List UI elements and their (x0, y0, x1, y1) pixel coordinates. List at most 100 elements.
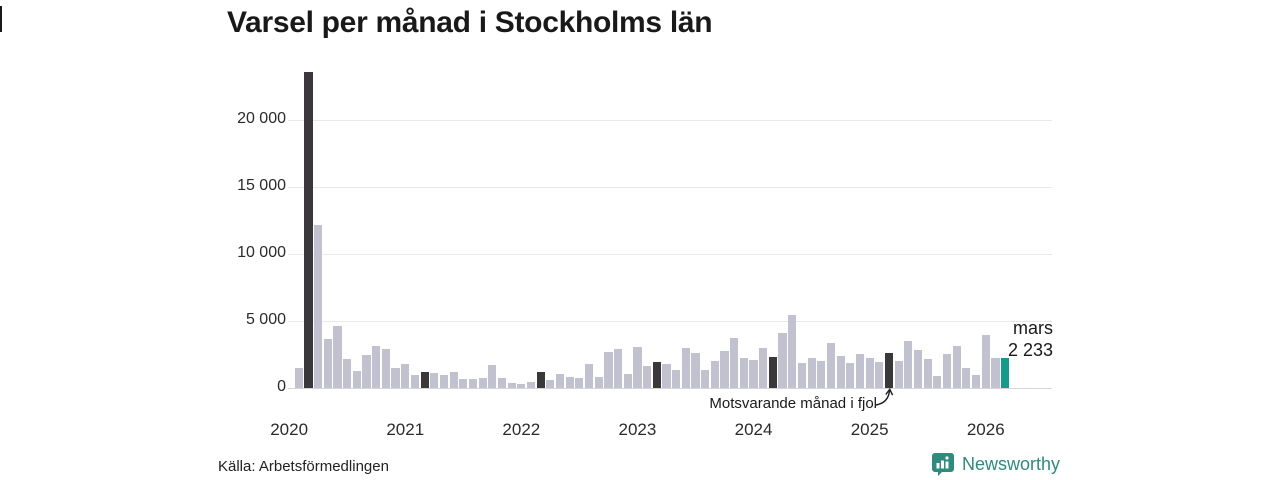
bar-month (604, 351, 613, 389)
gridline (288, 321, 1052, 323)
bar-month (855, 353, 865, 389)
bar-month (546, 379, 555, 389)
bar-month (614, 348, 623, 389)
gridline (288, 187, 1052, 189)
bar-month-march-highlight (884, 353, 894, 389)
bar-month (681, 348, 690, 389)
chart-title: Varsel per månad i Stockholms län (227, 6, 713, 39)
bar-month (323, 338, 332, 389)
bar-month (343, 359, 352, 389)
bar-month (894, 361, 903, 389)
bar-month (962, 367, 971, 389)
newsworthy-logo-icon (931, 453, 954, 476)
bar-month (459, 379, 468, 389)
x-axis-year-label: 2020 (270, 420, 309, 439)
source-note: Källa: Arbetsförmedlingen (218, 458, 389, 475)
bar-month (875, 362, 884, 389)
bar-month (788, 315, 797, 389)
bar-month (594, 376, 603, 389)
brand-footer: Newsworthy (931, 452, 1060, 476)
y-axis-tick-label: 0 (277, 378, 286, 396)
bar-month (662, 364, 671, 389)
bar-month (401, 364, 410, 389)
bar-month-march-highlight (420, 371, 429, 389)
bar-month (778, 333, 787, 389)
bar-month (846, 362, 855, 389)
gridline (288, 254, 1052, 256)
bar-month (352, 370, 361, 389)
bar-month (410, 374, 419, 389)
screen-edge-mark (0, 6, 2, 32)
bar-month (294, 368, 303, 389)
x-axis-year-label: 2023 (618, 420, 657, 439)
bar-month (391, 368, 400, 389)
bar-month (836, 356, 845, 389)
bar-month (942, 354, 952, 389)
y-axis-tick-label: 20 000 (237, 110, 286, 127)
latest-value-label: mars 2 233 (969, 317, 1053, 361)
bar-month (555, 374, 565, 389)
bar-month (314, 224, 323, 389)
bar-month (710, 361, 719, 389)
bar-month (488, 364, 497, 389)
bar-month (826, 343, 836, 389)
bar-latest-month (1001, 358, 1010, 389)
bar-month (497, 378, 507, 389)
x-axis-year-label: 2026 (966, 420, 1005, 439)
gridline (288, 120, 1052, 121)
bar-month (449, 372, 458, 389)
bar-month (468, 378, 478, 389)
bar-month-march-highlight (652, 361, 661, 389)
bar-month (749, 360, 758, 389)
bar-month (933, 376, 942, 389)
bar-month (672, 369, 681, 389)
bar-month (807, 358, 816, 389)
bar-month (575, 378, 584, 389)
bar-month (643, 365, 652, 389)
bar-month (691, 352, 700, 389)
x-axis-year-label: 2024 (734, 420, 773, 439)
y-axis-tick-label: 15 000 (237, 177, 286, 195)
bar-month-march-highlight (768, 356, 777, 389)
bar-month (623, 374, 632, 389)
bar-month (971, 375, 981, 389)
bar-month (478, 377, 487, 389)
bar-month (817, 360, 826, 389)
bar-month (952, 345, 961, 389)
bar-month (865, 358, 874, 389)
bar-month (430, 372, 439, 389)
bar-month (739, 358, 748, 389)
bar-month (381, 349, 390, 389)
bar-month (633, 346, 642, 389)
bar-month (333, 325, 342, 389)
latest-month: mars (1013, 318, 1053, 338)
bar-month (362, 354, 371, 389)
bar-month (565, 376, 574, 389)
bar-month (904, 340, 913, 389)
bar-month (507, 383, 516, 389)
x-axis-baseline (288, 388, 1052, 390)
bar-month (730, 337, 739, 389)
annotation-text: Motsvarande månad i fjol (709, 395, 877, 412)
bar-month (981, 335, 990, 389)
bar-month (991, 358, 1000, 389)
x-axis-year-label: 2025 (850, 420, 889, 439)
bar-month (797, 363, 806, 389)
bar-month (759, 348, 768, 389)
y-axis-tick-label: 10 000 (237, 244, 286, 262)
bar-month-march-highlight (304, 71, 313, 389)
x-axis-year-label: 2021 (386, 420, 425, 439)
bar-month (923, 359, 932, 389)
bar-month (701, 370, 710, 389)
brand-name: Newsworthy (961, 453, 1060, 474)
x-axis-year-label: 2022 (502, 420, 541, 439)
bar-month (526, 382, 536, 389)
bar-month (372, 346, 381, 389)
bar-month-march-highlight (536, 371, 545, 389)
annotation-arrow-icon (875, 387, 894, 406)
y-axis-tick-label: 5 000 (245, 311, 286, 329)
bar-month (517, 384, 526, 389)
bar-month (913, 350, 923, 389)
bar-month (720, 350, 729, 389)
